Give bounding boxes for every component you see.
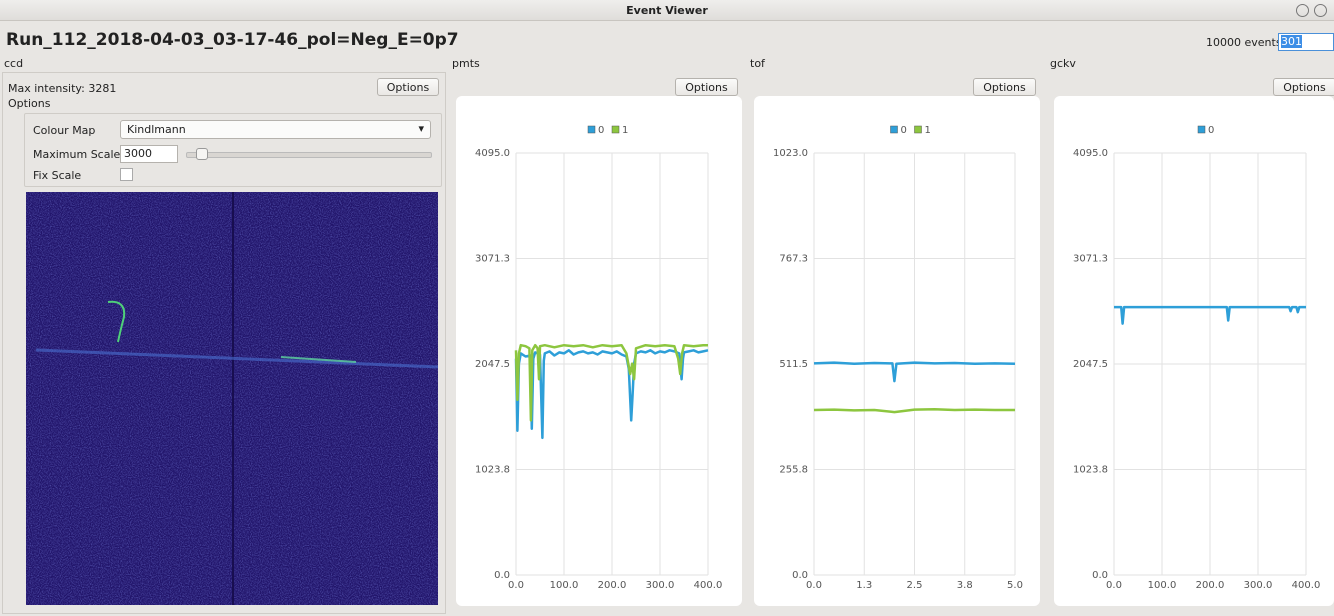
- legend-label: 1: [925, 125, 931, 136]
- legend-label: 1: [622, 125, 628, 136]
- legend-swatch: [915, 126, 922, 133]
- y-tick-label: 1023.0: [773, 148, 808, 159]
- chart-panel: [754, 96, 1040, 606]
- panel-label: pmts: [452, 57, 480, 70]
- charts: 0.01023.82047.53071.34095.00.0100.0200.0…: [0, 0, 1334, 616]
- chart-panel: [1054, 96, 1334, 606]
- x-tick-label: 400.0: [1292, 580, 1321, 591]
- x-tick-label: 300.0: [1244, 580, 1273, 591]
- options-button[interactable]: Options: [675, 78, 738, 96]
- y-tick-label: 255.8: [779, 465, 808, 476]
- x-tick-label: 0.0: [508, 580, 524, 591]
- y-tick-label: 4095.0: [475, 148, 510, 159]
- y-tick-label: 2047.5: [475, 359, 510, 370]
- legend-swatch: [891, 126, 898, 133]
- y-tick-label: 3071.3: [475, 254, 510, 265]
- x-tick-label: 0.0: [806, 580, 822, 591]
- y-tick-label: 2047.5: [1073, 359, 1108, 370]
- legend-label: 0: [1208, 125, 1214, 136]
- options-button[interactable]: Options: [973, 78, 1036, 96]
- x-tick-label: 2.5: [907, 580, 923, 591]
- x-tick-label: 200.0: [598, 580, 627, 591]
- x-tick-label: 400.0: [694, 580, 723, 591]
- x-tick-label: 200.0: [1196, 580, 1225, 591]
- event-viewer: Event Viewer Run_112_2018-04-03_03-17-46…: [0, 0, 1334, 616]
- y-tick-label: 767.3: [779, 254, 808, 265]
- x-tick-label: 3.8: [957, 580, 973, 591]
- legend-swatch: [588, 126, 595, 133]
- legend-label: 0: [598, 125, 604, 136]
- x-tick-label: 300.0: [646, 580, 675, 591]
- y-tick-label: 1023.8: [475, 465, 510, 476]
- legend-label: 0: [901, 125, 907, 136]
- x-tick-label: 5.0: [1007, 580, 1023, 591]
- legend-swatch: [612, 126, 619, 133]
- x-tick-label: 100.0: [550, 580, 579, 591]
- panel-label: tof: [750, 57, 765, 70]
- x-tick-label: 1.3: [856, 580, 872, 591]
- panel-label: gckv: [1050, 57, 1076, 70]
- y-tick-label: 1023.8: [1073, 465, 1108, 476]
- y-tick-label: 3071.3: [1073, 254, 1108, 265]
- x-tick-label: 100.0: [1148, 580, 1177, 591]
- x-tick-label: 0.0: [1106, 580, 1122, 591]
- y-tick-label: 4095.0: [1073, 148, 1108, 159]
- legend-swatch: [1198, 126, 1205, 133]
- options-button[interactable]: Options: [1273, 78, 1334, 96]
- y-tick-label: 511.5: [779, 359, 808, 370]
